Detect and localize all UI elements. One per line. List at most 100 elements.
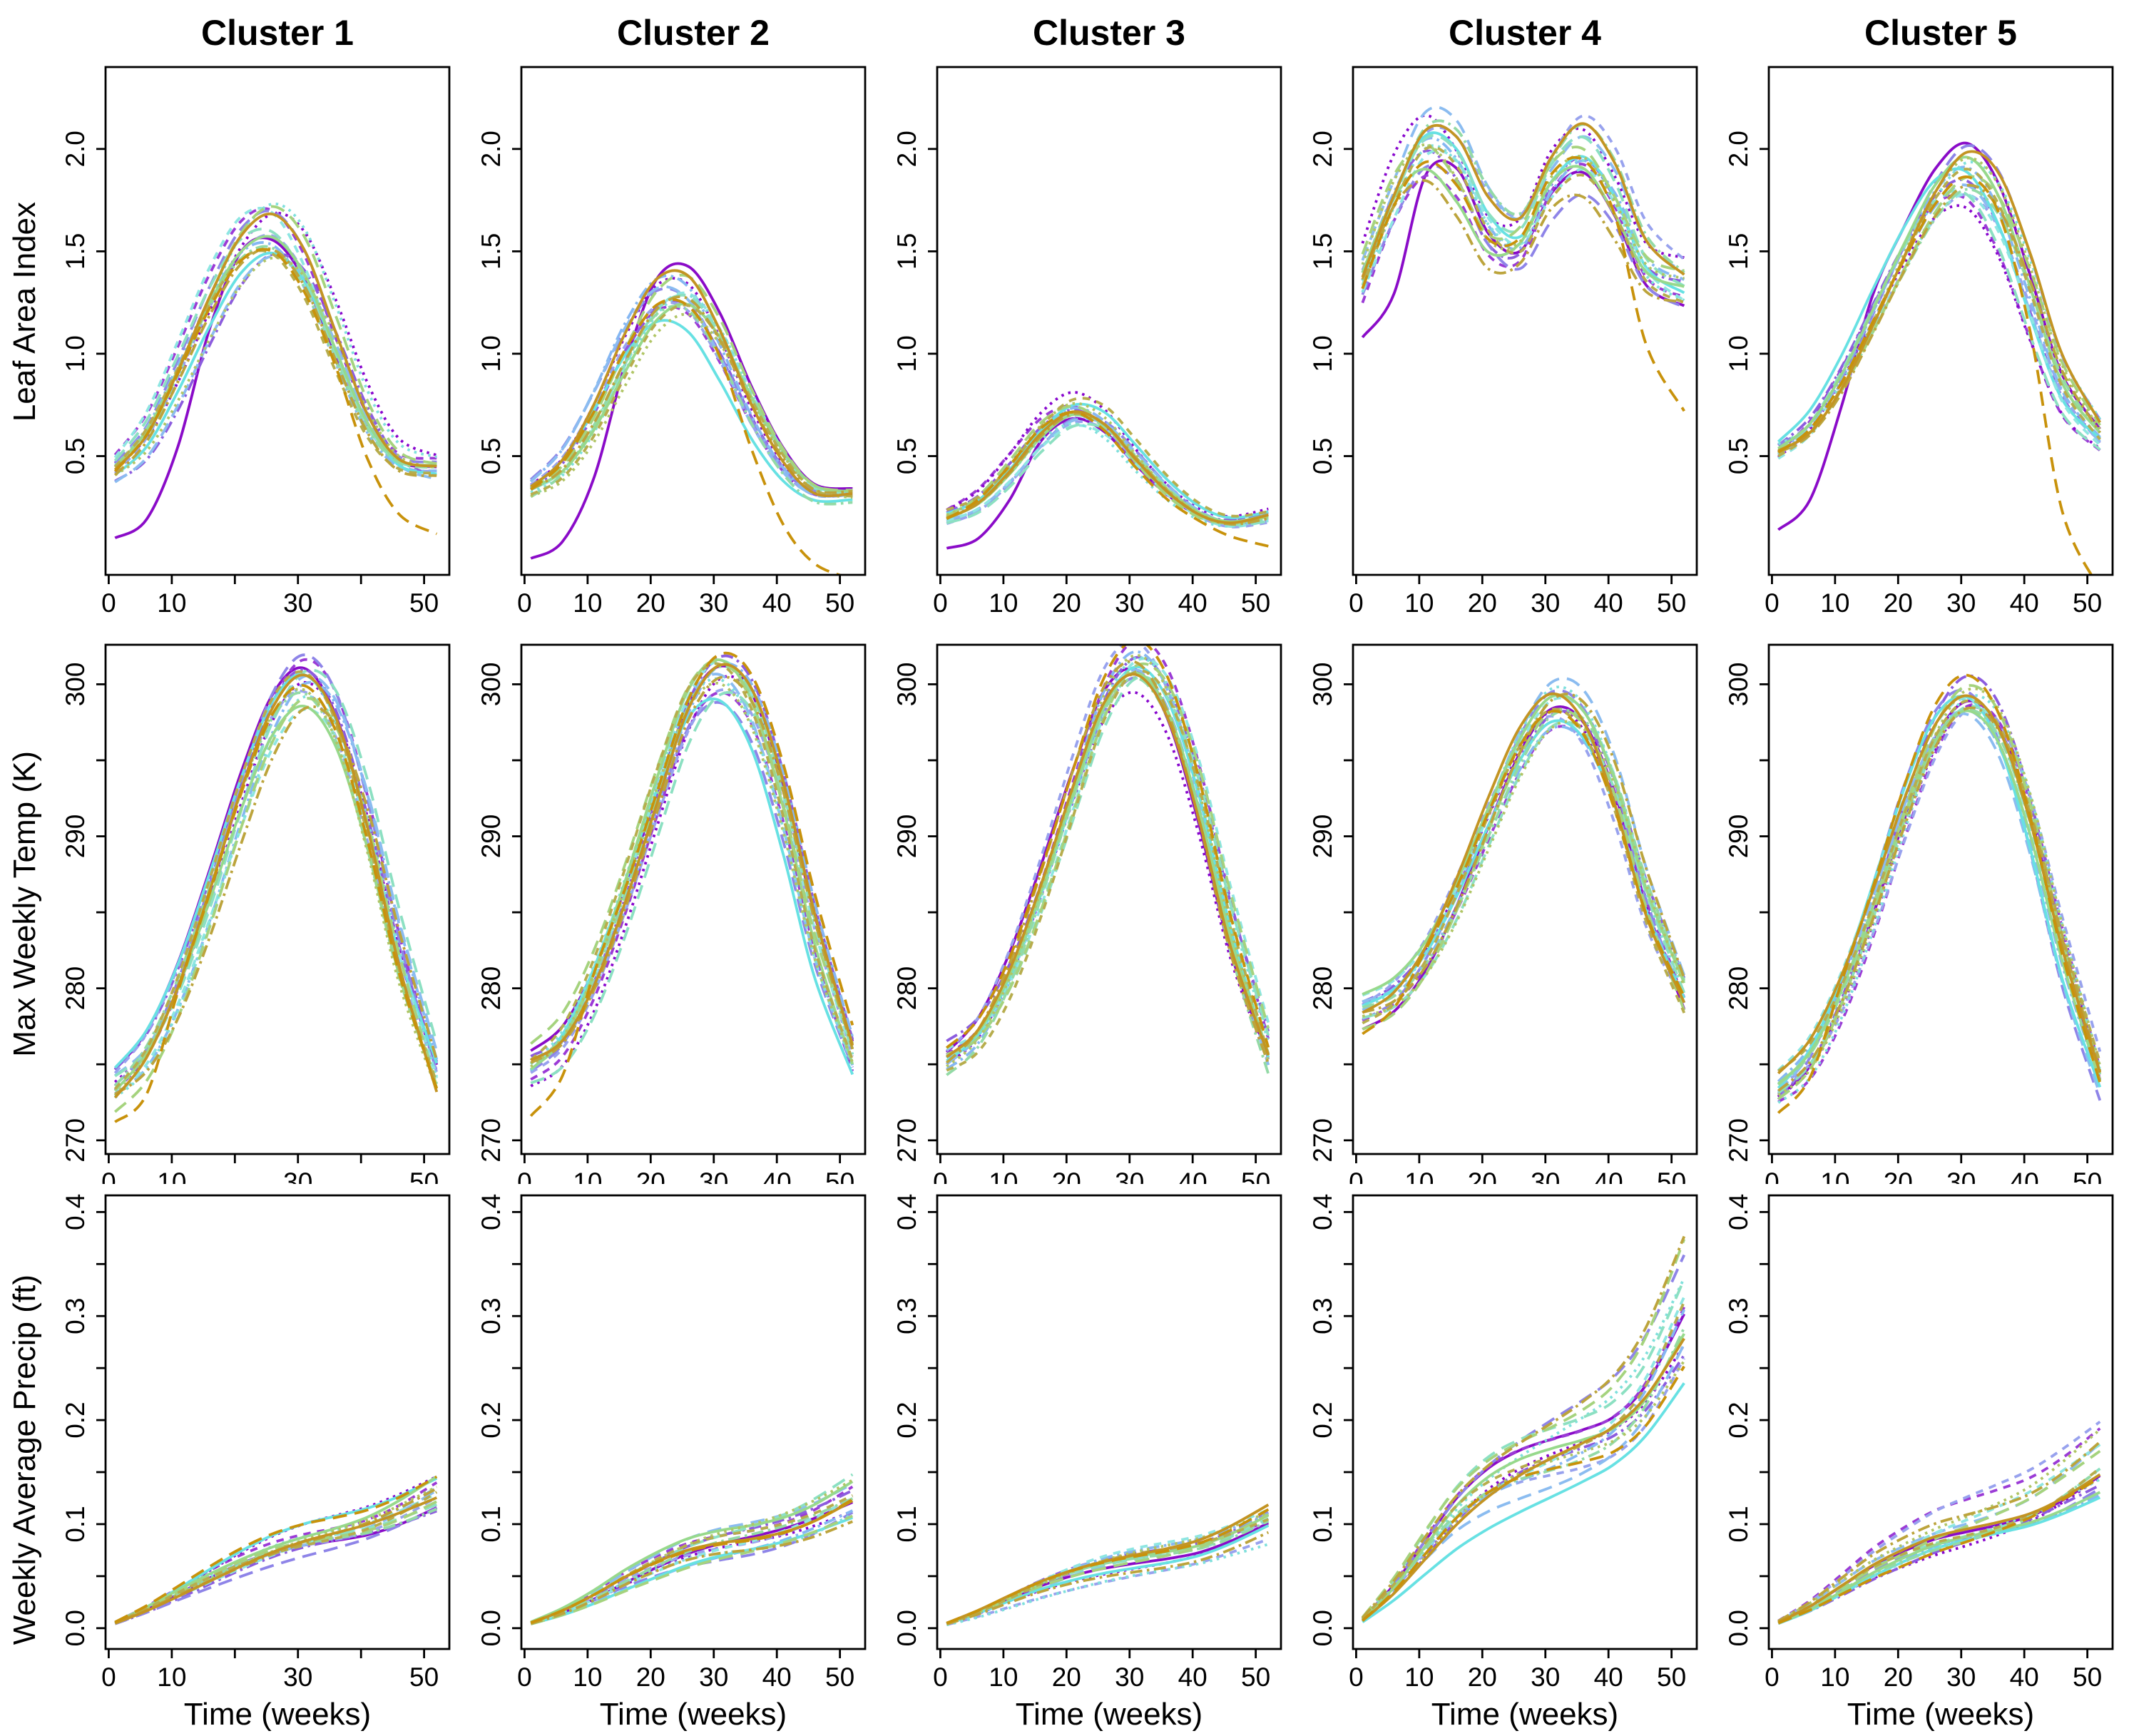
plot-box: [1767, 1194, 2114, 1650]
series-line: [1777, 189, 2101, 455]
y-tick-label: 0.0: [892, 1610, 921, 1646]
plot-lai-cluster3: 0 10 20 30 40 50 0.5 1.0 1.5 2.0: [892, 66, 1282, 618]
x-tick-label: 20: [636, 1663, 665, 1692]
x-tick-label: 40: [2010, 1663, 2039, 1692]
title-cluster-2: Cluster 2: [617, 13, 770, 53]
plot-box: [520, 643, 867, 1155]
y-tick-label: 0.5: [892, 438, 921, 474]
series-line: [530, 1498, 854, 1624]
ylabel-weekly-average-precip: Weekly Average Precip (ft): [7, 1275, 42, 1645]
x-tick-label: 20: [1052, 1168, 1081, 1184]
series-line: [530, 303, 853, 498]
series-line: [1362, 693, 1686, 1014]
y-tick-label: 0.5: [1724, 438, 1753, 474]
panel-cell: Cluster 5 0 10 20 30 40 50 0.5 1.0 1.5 2.0: [1713, 0, 2129, 623]
x-axis-title: Time (weeks): [600, 1697, 787, 1732]
x-tick-label: 30: [699, 588, 728, 618]
x-tick-label: 0: [101, 588, 116, 618]
y-tick-label: 0.1: [476, 1506, 506, 1542]
x-tick-label: 40: [1594, 1168, 1623, 1184]
y-tick-label: 0.0: [1724, 1610, 1753, 1646]
series-line: [1361, 155, 1685, 412]
series-line: [1361, 1235, 1686, 1619]
plot-box: [104, 1194, 451, 1650]
series-line: [1777, 1428, 2101, 1623]
x-tick-label: 10: [157, 1663, 186, 1692]
panel-cell: Cluster 3 0 10 20 30 40 50 0.5 1.0 1.5 2.0: [882, 0, 1297, 623]
x-tick-label: 50: [825, 1663, 854, 1692]
series-line: [1777, 183, 2101, 454]
y-tick-label: 300: [61, 663, 90, 707]
series-line: [530, 675, 854, 1064]
panel-cell: 0 10 20 30 40 50 0.0 0.1 0.2 0.3 0.4 Time (weeks): [1713, 1184, 2129, 1736]
series-line: [113, 673, 439, 1099]
y-tick-label: 0.3: [892, 1297, 921, 1334]
x-tick-label: 10: [1820, 588, 1849, 618]
x-tick-label: 30: [283, 1663, 312, 1692]
x-tick-label: 0: [517, 1168, 532, 1184]
x-tick-label: 0: [1765, 1663, 1780, 1692]
panel-cell: Cluster 2 0 10 20 30 40 50 0.5 1.0 1.5 2.0: [466, 0, 882, 623]
y-tick-label: 290: [1308, 815, 1337, 859]
series-line: [113, 670, 439, 1091]
series-line: [530, 1497, 854, 1625]
y-tick-label: 270: [1724, 1118, 1753, 1163]
series-line: [1361, 1254, 1686, 1620]
x-axis-title: Time (weeks): [1431, 1697, 1618, 1732]
plot-temp-cluster4: 0 10 20 30 40 50 270 280 290 300: [1308, 643, 1698, 1184]
series-line: [1361, 179, 1685, 304]
series-line: [1361, 163, 1685, 304]
series-line: [1362, 1337, 1685, 1622]
x-tick-label: 10: [989, 1168, 1018, 1184]
x-tick-label: 30: [1115, 588, 1144, 618]
x-tick-label: 10: [573, 588, 602, 618]
x-tick-label: 30: [1531, 588, 1560, 618]
series-line: [530, 291, 853, 494]
plot-box: [104, 643, 451, 1155]
x-tick-label: 40: [1178, 588, 1208, 618]
y-tick-label: 300: [1724, 663, 1753, 707]
x-tick-label: 0: [517, 588, 532, 618]
y-tick-label: 1.5: [892, 233, 921, 270]
series-line: [113, 691, 439, 1087]
x-tick-label: 50: [2073, 588, 2102, 618]
plot-box: [936, 66, 1282, 576]
x-tick-label: 0: [101, 1168, 116, 1184]
series-line: [946, 669, 1270, 1072]
x-tick-label: 50: [825, 588, 854, 618]
series-line: [946, 404, 1269, 522]
x-tick-label: 20: [1052, 1663, 1081, 1692]
plot-lai-cluster5: 0 10 20 30 40 50 0.5 1.0 1.5 2.0: [1724, 66, 2114, 618]
series-line: [1777, 674, 2102, 1096]
y-tick-label: 280: [892, 966, 921, 1011]
series-line: [946, 653, 1270, 1068]
series-line: [946, 1508, 1270, 1625]
series-line: [946, 397, 1269, 518]
series-line: [1777, 175, 2093, 574]
series-line: [946, 422, 1269, 526]
series-line: [1362, 693, 1686, 996]
series-line: [946, 662, 1270, 1056]
series-line: [1777, 150, 2101, 452]
series-line: [946, 645, 1270, 1049]
x-tick-label: 50: [409, 588, 439, 618]
x-tick-label: 50: [1657, 588, 1686, 618]
x-tick-label: 10: [157, 588, 186, 618]
series-line: [530, 675, 854, 1088]
series-line: [1361, 143, 1685, 280]
plot-precip-cluster1: 0 10 30 50 0.0 0.1 0.2 0.3 0.4 Time (weeks): [61, 1194, 451, 1732]
title-cluster-3: Cluster 3: [1033, 13, 1185, 53]
panel-cell: 0 10 20 30 40 50 0.0 0.1 0.2 0.3 0.4 Time (weeks): [1297, 1184, 1713, 1736]
y-tick-label: 1.5: [476, 233, 506, 270]
x-tick-label: 10: [573, 1168, 602, 1184]
series-line: [530, 293, 853, 496]
y-tick-label: 0.5: [61, 438, 90, 474]
x-tick-label: 30: [1946, 1663, 1976, 1692]
x-tick-label: 20: [1468, 588, 1497, 618]
series-line: [1362, 1365, 1685, 1622]
series-line: [114, 1496, 438, 1625]
series-line: [1361, 1332, 1685, 1621]
y-tick-label: 0.2: [1308, 1401, 1337, 1438]
y-tick-label: 290: [1724, 815, 1753, 859]
x-tick-label: 40: [1178, 1168, 1208, 1184]
